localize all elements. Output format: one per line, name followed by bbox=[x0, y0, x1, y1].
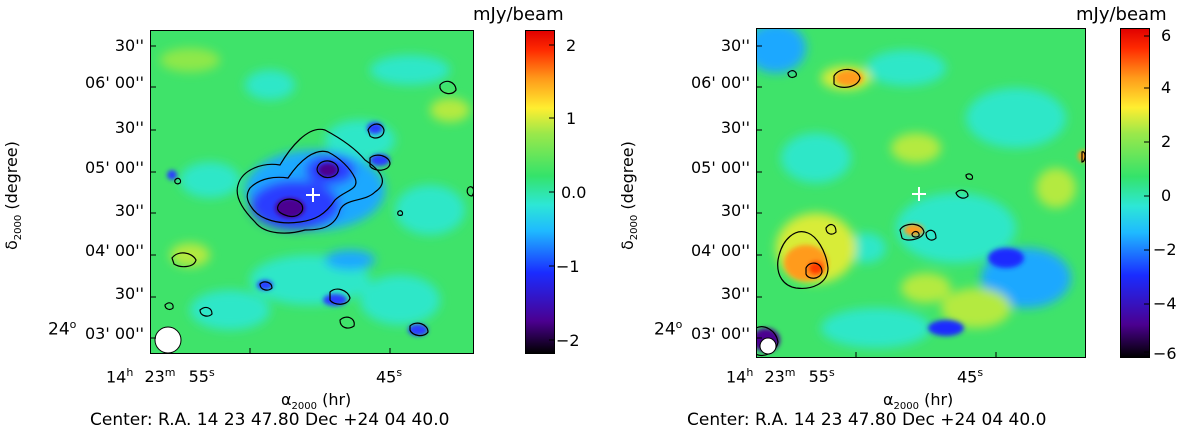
left-colorbar bbox=[525, 30, 555, 354]
left-beam-icon bbox=[154, 326, 182, 354]
right-map bbox=[756, 28, 1086, 358]
right-ytick-7: 30'' bbox=[720, 284, 750, 303]
right-cbtick-7: −6 bbox=[1153, 344, 1177, 363]
right-cbtick-2: 4 bbox=[1161, 78, 1172, 97]
left-colorbar-unit: mJy/beam bbox=[473, 4, 564, 25]
left-ytick-1: 30'' bbox=[114, 36, 144, 55]
left-xlabel: α2000 (hr) bbox=[281, 390, 352, 413]
right-ytick-8: 03' 00'' bbox=[691, 324, 750, 343]
right-ytick-2: 06' 00'' bbox=[691, 73, 750, 92]
left-footer: Center: R.A. 14 23 47.80 Dec +24 04 40.0 bbox=[90, 410, 450, 430]
left-ytick-6: 04' 00'' bbox=[85, 241, 144, 260]
right-ytick-1: 30'' bbox=[720, 36, 750, 55]
right-ytick-5: 30'' bbox=[720, 201, 750, 220]
left-map bbox=[150, 30, 474, 354]
right-cbtick-6: −4 bbox=[1153, 294, 1177, 313]
left-ytick-5: 30'' bbox=[114, 201, 144, 220]
right-panel: δ2000 (degree) 30'' 06' 00'' 30'' 05' 00… bbox=[600, 0, 1200, 430]
right-ytick-6: 04' 00'' bbox=[691, 241, 750, 260]
left-cbtick-5: −2 bbox=[556, 331, 580, 350]
left-ytick-7: 30'' bbox=[114, 284, 144, 303]
right-cbtick-4: 0 bbox=[1161, 186, 1172, 205]
right-footer: Center: R.A. 14 23 47.80 Dec +24 04 40.0 bbox=[687, 410, 1047, 430]
right-cbtick-3: 2 bbox=[1161, 132, 1172, 151]
left-ytick-3: 30'' bbox=[114, 118, 144, 137]
left-xtick-55: 14h 23m 55s bbox=[106, 366, 215, 387]
left-xtick-45: 45s bbox=[376, 366, 403, 387]
right-ytick-3: 30'' bbox=[720, 118, 750, 137]
right-colorbar bbox=[1120, 28, 1150, 358]
left-contours bbox=[164, 80, 474, 337]
right-beam-icon bbox=[759, 337, 777, 355]
right-cbtick-5: −2 bbox=[1153, 240, 1177, 259]
left-ytick-8: 03' 00'' bbox=[85, 324, 144, 343]
right-xlabel: α2000 (hr) bbox=[883, 390, 954, 413]
right-position-marker bbox=[912, 187, 926, 201]
right-xtick-45: 45s bbox=[957, 366, 984, 387]
left-position-marker bbox=[306, 188, 320, 202]
left-panel: δ2000 (degree) 30'' 06' 00'' 30'' 05' 00… bbox=[2, 4, 587, 430]
right-cbtick-1: 6 bbox=[1161, 26, 1172, 45]
left-cbtick-3: 0.0 bbox=[561, 183, 587, 202]
left-cbtick-2: 1 bbox=[566, 109, 577, 128]
right-map-frame bbox=[756, 28, 1086, 358]
left-map-frame bbox=[150, 30, 474, 354]
right-xtick-55: 14h 23m 55s bbox=[726, 366, 835, 387]
right-contours bbox=[756, 68, 1086, 357]
right-degree-label: 24o bbox=[654, 318, 683, 340]
left-cbtick-1: 2 bbox=[566, 36, 577, 55]
left-degree-label: 24o bbox=[48, 318, 77, 340]
left-cbtick-4: −1 bbox=[556, 257, 580, 276]
left-ytick-4: 05' 00'' bbox=[85, 158, 144, 177]
right-colorbar-unit: mJy/beam bbox=[1076, 4, 1167, 25]
right-ytick-4: 05' 00'' bbox=[691, 158, 750, 177]
left-ytick-2: 06' 00'' bbox=[85, 73, 144, 92]
left-ylabel: δ2000 (degree) bbox=[2, 141, 25, 250]
